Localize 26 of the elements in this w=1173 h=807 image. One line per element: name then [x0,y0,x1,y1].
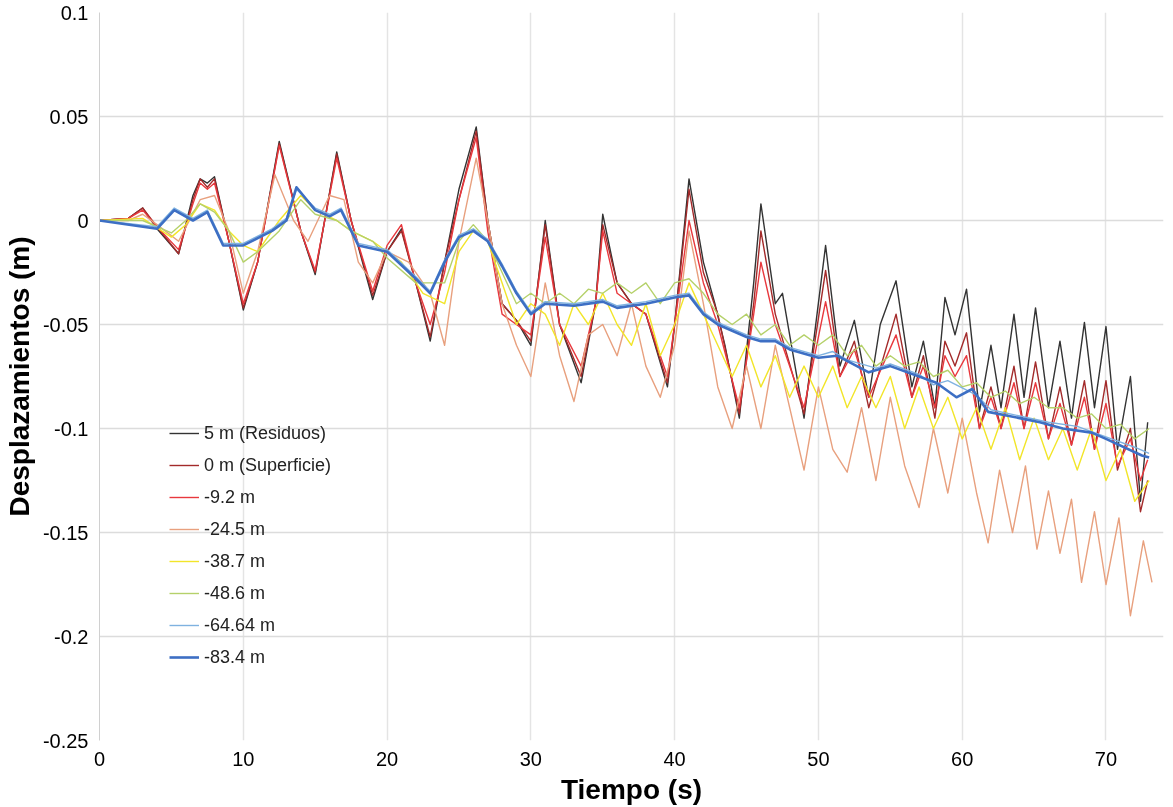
x-tick-label: 30 [519,747,542,770]
x-tick-label: 70 [1094,747,1118,770]
legend-label: -64.64 m [204,613,276,637]
y-axis-title: Desplazamientos (m) [3,236,35,517]
x-tick-label: 60 [951,747,974,770]
y-tick-label: 0.05 [49,105,89,128]
y-tick-label: 0.1 [60,1,89,24]
legend-label: 5 m (Residuos) [204,421,327,445]
legend-label: -38.7 m [204,549,266,573]
legend-label: -9.2 m [204,485,256,509]
x-tick-label: 20 [375,747,399,770]
y-tick-label: -0.05 [42,313,89,336]
y-tick-label: -0.15 [42,521,89,544]
x-tick-label: 10 [232,747,255,770]
legend-label: -83.4 m [204,645,266,669]
legend-label: -48.6 m [204,581,266,605]
legend-label: 0 m (Superficie) [204,453,332,477]
y-tick-label: -0.25 [42,729,89,752]
y-tick-label: -0.2 [54,625,89,648]
y-tick-label: 0 [77,209,89,232]
y-tick-label: -0.1 [54,417,89,440]
x-tick-label: 40 [663,747,686,770]
x-axis-title: Tiempo (s) [560,773,703,805]
x-tick-label: 0 [93,747,106,770]
x-tick-label: 50 [807,747,830,770]
legend-label: -24.5 m [204,517,266,541]
